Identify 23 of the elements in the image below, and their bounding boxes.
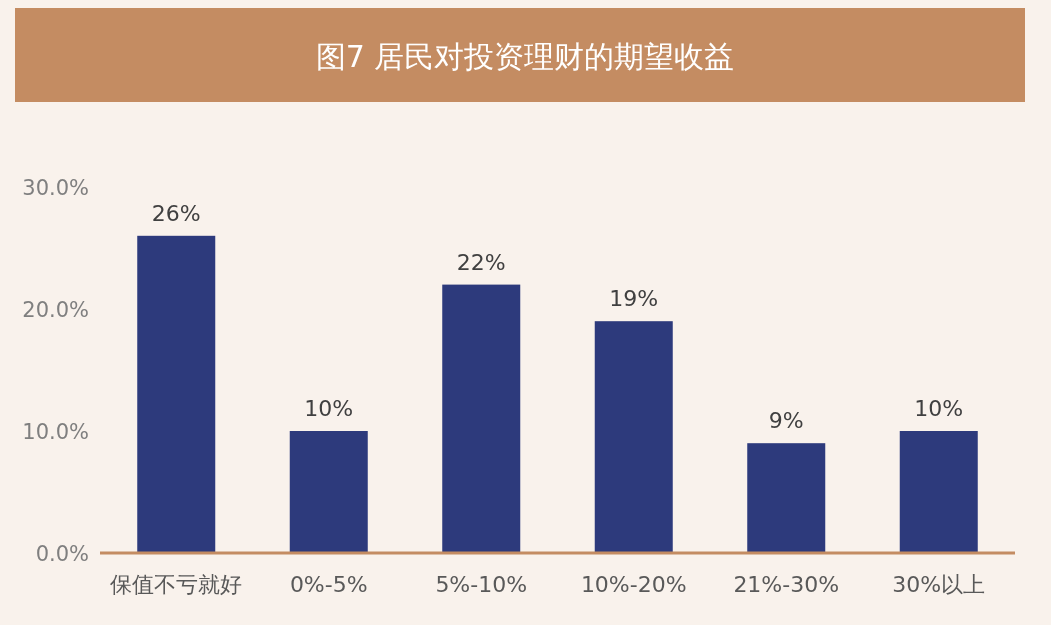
bar (747, 443, 826, 553)
x-tick-label: 5%-10% (435, 572, 528, 597)
bar (899, 431, 978, 553)
y-tick-label: 20.0% (22, 298, 89, 322)
chart-title: 图7 居民对投资理财的期望收益 (315, 39, 735, 74)
x-tick-label: 10%-20% (580, 572, 687, 597)
bar (594, 321, 673, 553)
data-label: 22% (456, 249, 506, 275)
y-tick-label: 0.0% (35, 542, 89, 566)
data-label: 26% (151, 200, 201, 226)
y-tick-label: 30.0% (22, 176, 89, 200)
x-tick-label: 30%以上 (892, 572, 986, 597)
bar (289, 431, 368, 553)
data-label: 19% (609, 286, 659, 312)
bar (137, 235, 216, 553)
x-tick-label: 保值不亏就好 (110, 572, 243, 597)
x-tick-label: 21%-30% (733, 572, 840, 597)
x-tick-label: 0%-5% (289, 572, 368, 597)
data-label: 10% (914, 396, 964, 421)
bar (442, 284, 521, 553)
data-label: 10% (304, 396, 354, 421)
y-tick-label: 10.0% (22, 420, 89, 444)
data-label: 9% (768, 408, 804, 434)
